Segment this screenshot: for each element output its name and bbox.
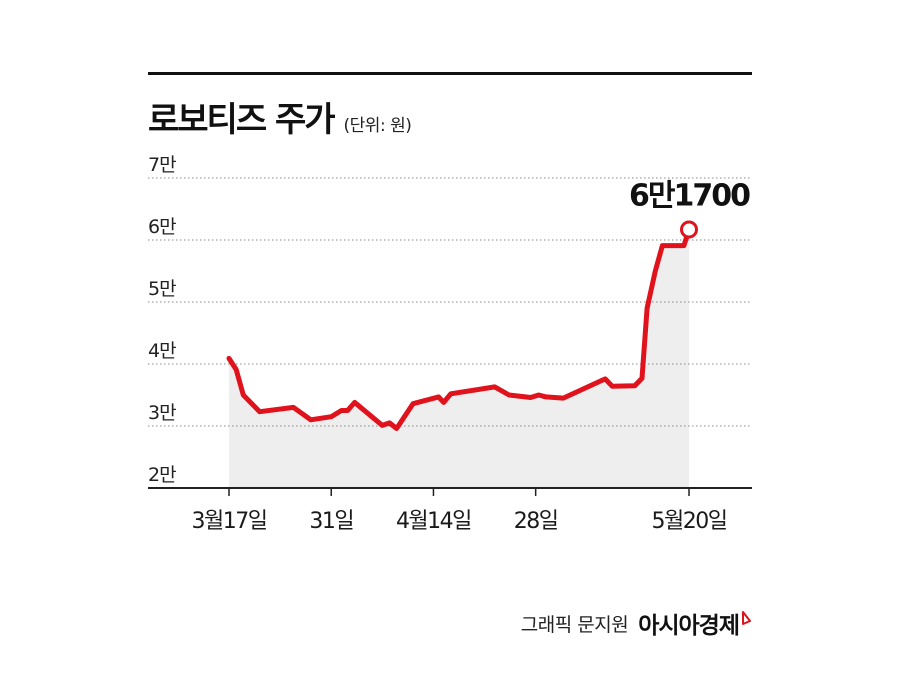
x-tick-label: 4월14일 [396, 509, 471, 534]
graphic-credit: 그래픽 문지원 [520, 613, 629, 636]
x-tick-label: 31일 [309, 509, 353, 534]
source-label: 아시아경제 [638, 613, 740, 639]
unit-label: (단위: 원) [343, 116, 412, 136]
chart-title: 로보티즈 주가 [148, 100, 336, 140]
y-tick-label: 6만 [148, 216, 176, 238]
title-block: 로보티즈 주가 (단위: 원) [148, 92, 412, 141]
y-tick-label: 2만 [148, 464, 176, 486]
price-line [226, 227, 692, 431]
y-tick-label: 5만 [148, 278, 176, 300]
top-rule [148, 72, 752, 75]
last-value-label: 6만1700 [629, 178, 750, 213]
x-tick-label: 28일 [514, 509, 558, 534]
footer: 그래픽 문지원 아시아경제 [521, 606, 751, 640]
source-logo-icon [742, 611, 751, 625]
y-tick-label: 4만 [148, 340, 176, 362]
y-tick-label: 3만 [148, 402, 176, 424]
last-value-marker [680, 220, 698, 239]
x-tick-label: 3월17일 [192, 509, 267, 534]
x-tick-label: 5월20일 [652, 509, 727, 534]
price-area [229, 229, 689, 488]
y-tick-label: 7만 [148, 154, 176, 176]
